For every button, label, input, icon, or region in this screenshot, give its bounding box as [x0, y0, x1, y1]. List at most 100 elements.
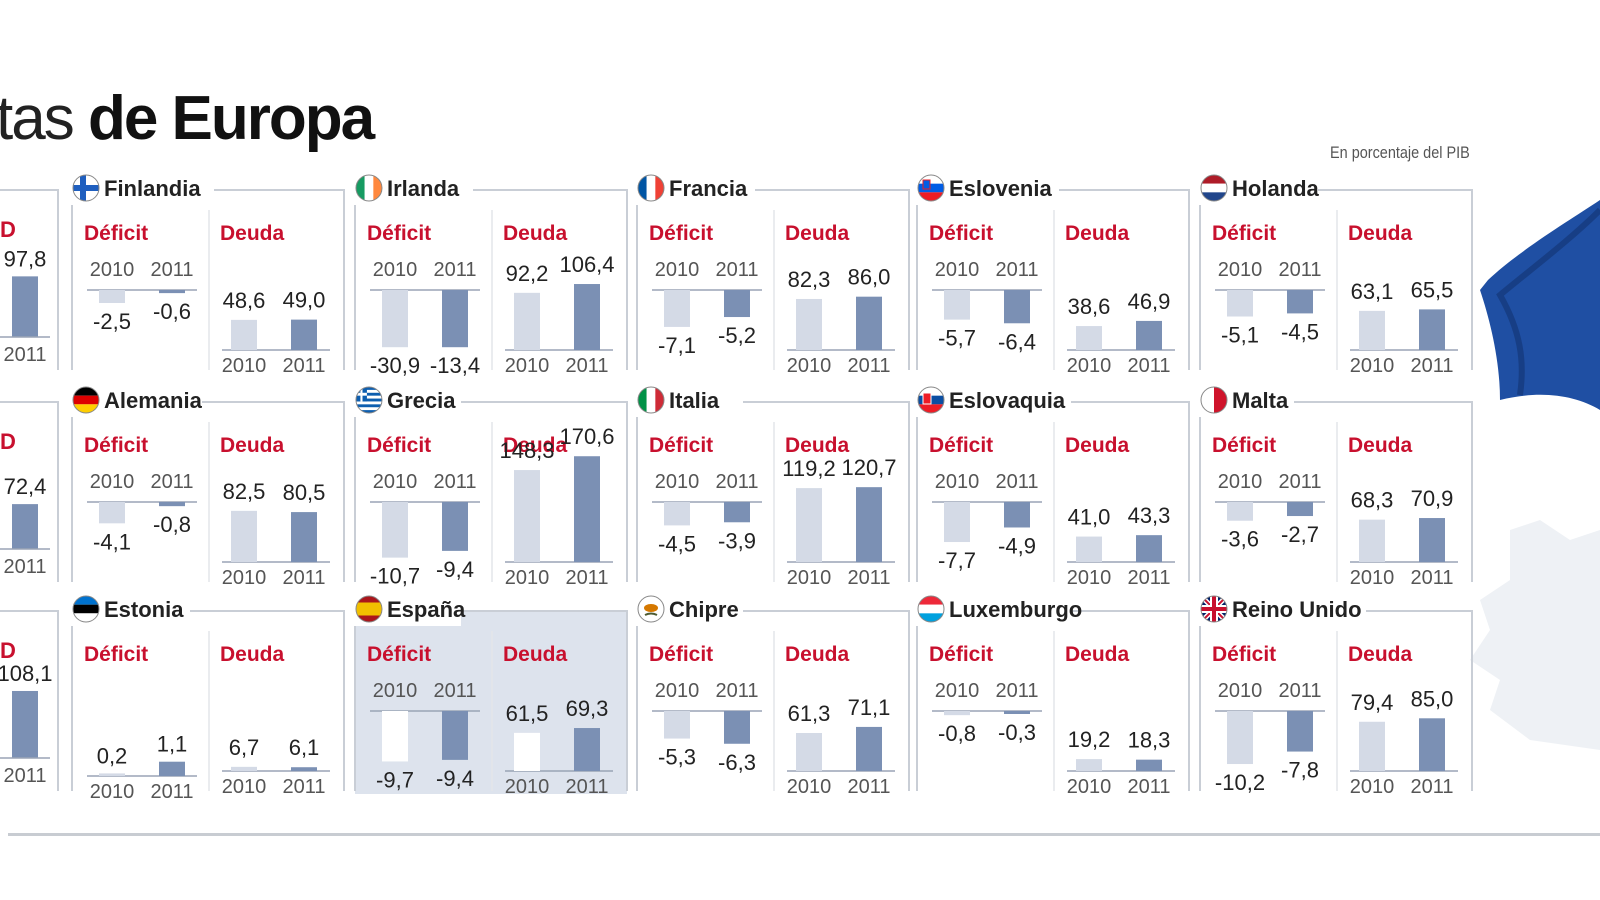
blue — [73, 596, 99, 605]
deuda-year-2010: 2010 — [505, 567, 550, 589]
canton-v — [360, 387, 363, 402]
country-name: Holanda — [1232, 176, 1320, 201]
germany-flag-icon — [73, 387, 99, 413]
deficit-year-2011: 2011 — [433, 471, 476, 493]
deuda-label: Deuda — [1065, 222, 1130, 245]
white — [918, 604, 944, 614]
deuda-bar-2010 — [796, 298, 822, 350]
deuda-value-2010: 48,6 — [223, 288, 266, 313]
deficit-year-2010: 2010 — [655, 680, 700, 702]
slovakia-flag-icon — [918, 387, 944, 413]
panel-frame — [71, 401, 345, 582]
country-panel-alemania: Alemania Déficit Deuda 2010 2011 -4,1 -0,8 82,5… — [66, 386, 345, 589]
deficit-bar-2011 — [1004, 502, 1030, 528]
deuda-label: Deuda — [1065, 434, 1130, 457]
stripe — [356, 407, 382, 411]
blue — [918, 183, 944, 193]
deficit-bar-2010 — [382, 711, 408, 762]
italy-flag-icon — [638, 387, 664, 413]
white — [646, 387, 656, 413]
deficit-value-2010: -5,1 — [1221, 323, 1259, 348]
country-panel-finlandia: Finlandia Déficit Deuda 2010 2011 -2,5 -0,6 48,… — [66, 174, 345, 377]
spain-flag-ring — [355, 595, 383, 623]
deficit-value-2010: -10,2 — [1215, 770, 1265, 795]
deficit-bar-2010 — [1227, 502, 1253, 521]
deuda-year-2011: 2011 — [565, 776, 608, 798]
deficit-bar-2011 — [1287, 290, 1313, 314]
stripe — [356, 401, 382, 405]
deficit-year-2011: 2011 — [995, 471, 1038, 493]
deuda-year-2010: 2010 — [1350, 567, 1395, 589]
deuda-value-2011: 18,3 — [1128, 728, 1171, 753]
deuda-value-2010: 6,7 — [229, 735, 260, 760]
deuda-bar-2011 — [1136, 535, 1162, 562]
green — [356, 175, 365, 201]
deuda-label: Deuda — [785, 434, 850, 457]
partial-value: 72,4 — [4, 474, 47, 499]
deuda-year-2011: 2011 — [1410, 776, 1453, 798]
deuda-year-2011: 2011 — [1410, 355, 1453, 377]
country-panel-grecia: Grecia Déficit Deuda 2010 2011 -10,7 -9,4 148,3… — [349, 386, 628, 589]
deficit-label: Déficit — [84, 434, 148, 457]
europe-map-decoration — [1470, 520, 1600, 750]
blue — [1201, 192, 1227, 201]
red — [73, 395, 99, 405]
deuda-bar-2011 — [574, 284, 600, 350]
deficit-bar-2010 — [99, 773, 125, 776]
deuda-year-2010: 2010 — [505, 776, 550, 798]
country-name: Malta — [1232, 388, 1289, 413]
deficit-value-2011: -0,3 — [998, 720, 1036, 745]
spain-flag-icon — [356, 596, 382, 622]
deuda-value-2010: 68,3 — [1351, 488, 1394, 513]
deficit-value-2010: -9,7 — [376, 767, 414, 792]
france-flag-ring — [637, 174, 665, 202]
deficit-label: Déficit — [84, 643, 148, 666]
country-panel-estonia: Estonia Déficit Deuda 0,2 2010 1,1 2011 6,7 2010… — [66, 595, 345, 803]
deuda-label: Deuda — [785, 643, 850, 666]
deuda-bar-2010 — [231, 766, 257, 771]
deficit-year-2010: 2010 — [373, 680, 418, 702]
deficit-value-2011: 1,1 — [157, 732, 188, 757]
country-panel-malta: Malta Déficit Deuda 2010 2011 -3,6 -2,7 68,3 201… — [1194, 386, 1473, 589]
partial-year: 2011 — [3, 344, 46, 366]
deuda-bar-2010 — [231, 510, 257, 562]
deficit-year-2011: 2011 — [1278, 471, 1321, 493]
panel-frame — [1199, 401, 1473, 582]
panel-frame — [71, 610, 345, 791]
deficit-value-2011: -4,5 — [1281, 319, 1319, 344]
partial-value: 108,1 — [0, 661, 53, 686]
cross-r-v — [1212, 596, 1216, 622]
uk-flag-icon — [1201, 596, 1227, 622]
deuda-year-2011: 2011 — [1410, 567, 1453, 589]
deficit-bar-2011 — [159, 502, 185, 507]
deuda-value-2011: 46,9 — [1128, 289, 1171, 314]
deuda-year-2011: 2011 — [1127, 567, 1170, 589]
deuda-year-2011: 2011 — [847, 355, 890, 377]
country-name: Estonia — [104, 597, 184, 622]
estonia-flag-ring — [72, 595, 100, 623]
deficit-year-2011: 2011 — [150, 781, 193, 803]
deficit-label: Déficit — [929, 222, 993, 245]
deuda-bar-2010 — [231, 319, 257, 350]
partial-year: 2011 — [3, 556, 46, 578]
deuda-year-2010: 2010 — [787, 776, 832, 798]
deuda-bar-2011 — [1419, 518, 1445, 562]
country-panel-eslovenia: Eslovenia Déficit Deuda 2010 2011 -5,7 -6,4 38,… — [911, 174, 1190, 377]
netherlands-flag-ring — [1200, 174, 1228, 202]
deficit-year-2010: 2010 — [935, 680, 980, 702]
deficit-label: Déficit — [649, 434, 713, 457]
deuda-value-2011: 49,0 — [283, 288, 326, 313]
deficit-value-2011: -5,2 — [718, 323, 756, 348]
panel-frame — [354, 610, 628, 791]
deuda-bar-2011 — [1136, 320, 1162, 350]
deuda-value-2010: 19,2 — [1068, 727, 1111, 752]
orange — [373, 175, 382, 201]
country-name: Irlanda — [387, 176, 460, 201]
deuda-value-2010: 82,5 — [223, 479, 266, 504]
deficit-bar-2011 — [1287, 711, 1313, 752]
deficit-value-2011: -4,9 — [998, 533, 1036, 558]
deuda-label: Deuda — [1348, 434, 1413, 457]
country-name: Italia — [669, 388, 720, 413]
stripe — [356, 395, 382, 399]
partial-frame — [0, 189, 59, 370]
